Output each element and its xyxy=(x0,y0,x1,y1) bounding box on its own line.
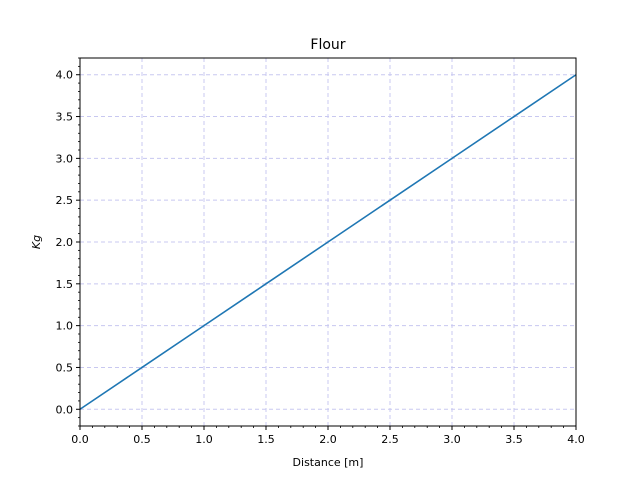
x-tick-label: 1.0 xyxy=(195,433,213,446)
x-tick-label: 2.0 xyxy=(319,433,337,446)
y-tick-label: 1.0 xyxy=(56,320,74,333)
axis-ticks: 0.0 0.5 1.0 1.5 2.0 2.5 3.0 3.5 4.0 0.0 0.5 1.0 1.5 2… xyxy=(56,57,585,446)
grid-lines xyxy=(79,58,577,426)
y-axis-label: Kg xyxy=(30,235,43,249)
series-line xyxy=(79,74,577,410)
x-tick-label: 2.5 xyxy=(381,433,399,446)
x-tick-label: 0.5 xyxy=(133,433,151,446)
y-tick-label: 3.0 xyxy=(56,152,74,165)
y-tick-label: 2.5 xyxy=(56,194,74,207)
y-tick-label: 0.0 xyxy=(56,403,74,416)
y-tick-label: 1.5 xyxy=(56,278,74,291)
y-tick-label: 4.0 xyxy=(56,69,74,82)
x-tick-label: 3.5 xyxy=(505,433,523,446)
x-tick-label: 1.5 xyxy=(257,433,275,446)
y-tick-label: 2.0 xyxy=(56,236,74,249)
chart-title: Flour xyxy=(310,37,345,53)
series-layer xyxy=(79,74,577,410)
x-tick-label: 0.0 xyxy=(71,433,89,446)
y-tick-label: 0.5 xyxy=(56,361,74,374)
y-tick-label: 3.5 xyxy=(56,111,74,124)
x-tick-label: 3.0 xyxy=(443,433,461,446)
x-axis-label: Distance [m] xyxy=(293,456,364,469)
x-tick-label: 4.0 xyxy=(567,433,585,446)
